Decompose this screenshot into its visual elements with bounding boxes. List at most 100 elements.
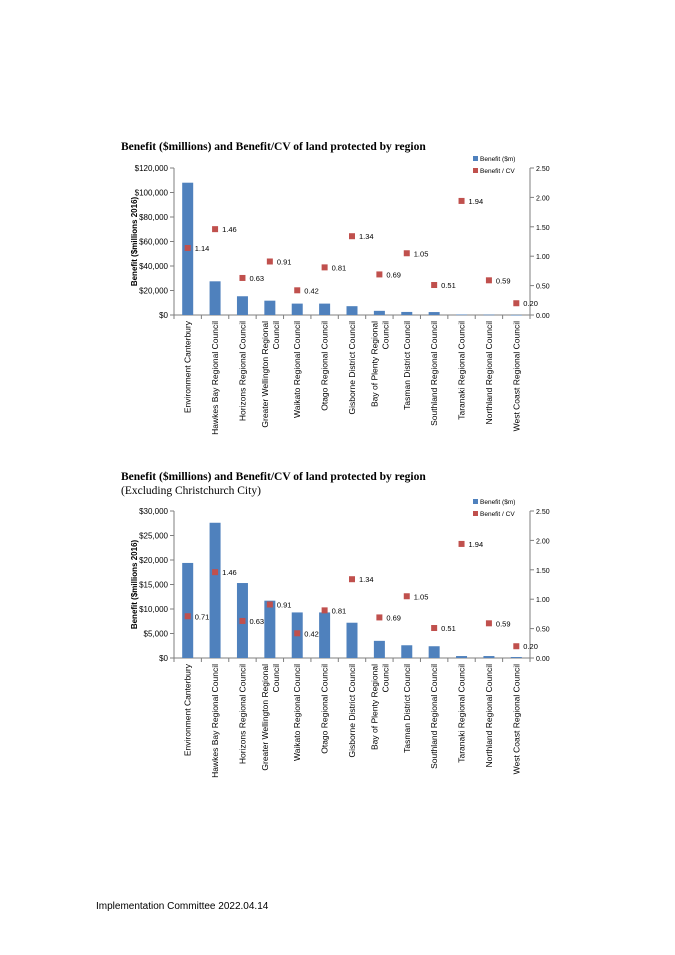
data-label: 0.59 <box>496 276 511 285</box>
data-label: 1.34 <box>359 575 374 584</box>
y-tick-label: $15,000 <box>139 581 168 590</box>
category-label-line: Greater Wellington Regional <box>260 664 270 771</box>
marker-point <box>239 274 246 281</box>
category-label-line: Council <box>380 664 390 692</box>
category-label-line: Otago Regional Council <box>320 321 330 411</box>
chart-title: Benefit ($millions) and Benefit/CV of la… <box>121 471 426 483</box>
y-tick-label: $30,000 <box>139 507 168 516</box>
legend-label: Benefit / CV <box>480 511 515 518</box>
marker-point <box>403 593 410 600</box>
marker-point <box>458 197 465 204</box>
bar <box>236 296 248 315</box>
category-label-line: Council <box>380 321 390 349</box>
data-label: 0.81 <box>332 263 347 272</box>
y2-tick-label: 1.50 <box>536 225 550 232</box>
data-label: 0.91 <box>277 600 292 609</box>
legend-swatch-benefit <box>473 499 478 504</box>
legend-swatch-benefit-cv <box>473 168 478 173</box>
marker-point <box>431 282 438 289</box>
category-label-line: Council <box>271 664 281 692</box>
category-label-line: Northland Regional Council <box>484 321 494 425</box>
marker-point <box>485 620 492 627</box>
y-tick-label: $0 <box>159 654 168 663</box>
marker-point <box>513 643 520 650</box>
y-tick-label: $20,000 <box>139 287 168 296</box>
bar <box>401 311 413 315</box>
category-label: Gisborne District Council <box>347 664 357 758</box>
y-tick-label: $0 <box>159 311 168 320</box>
category-label-line: Bay of Plenty Regional <box>369 664 379 750</box>
category-label: Hawkes Bay Regional Council <box>210 321 220 435</box>
category-label: Environment Canterbury <box>183 320 193 413</box>
data-label: 0.63 <box>249 617 264 626</box>
bar <box>373 310 385 315</box>
y-tick-label: $40,000 <box>139 262 168 271</box>
y-tick-label: $80,000 <box>139 213 168 222</box>
bar <box>510 657 522 658</box>
legend-swatch-benefit <box>473 156 478 161</box>
y-tick-label: $120,000 <box>135 164 169 173</box>
category-label: West Coast Regional Council <box>511 321 521 432</box>
data-label: 1.94 <box>469 540 484 549</box>
marker-point <box>239 617 246 624</box>
marker-point <box>184 613 191 620</box>
category-label: Greater Wellington RegionalCouncil <box>260 321 281 428</box>
category-label-line: Environment Canterbury <box>183 320 193 413</box>
data-label: 1.94 <box>469 197 484 206</box>
marker-point <box>266 258 273 265</box>
data-label: 1.14 <box>195 244 210 253</box>
data-label: 0.81 <box>332 606 347 615</box>
category-label-line: Waikato Regional Council <box>292 321 302 418</box>
legend-label: Benefit / CV <box>480 168 515 175</box>
category-label: Otago Regional Council <box>320 664 330 754</box>
category-label: Greater Wellington RegionalCouncil <box>260 664 281 771</box>
marker-point <box>212 226 219 233</box>
category-label: Bay of Plenty RegionalCouncil <box>369 321 390 407</box>
data-label: 0.51 <box>441 281 456 290</box>
category-label-line: Southland Regional Council <box>429 321 439 426</box>
category-label: Tasman District Council <box>402 664 412 753</box>
marker-point <box>349 576 355 583</box>
category-label-line: Greater Wellington Regional <box>260 321 270 428</box>
bar <box>209 522 221 658</box>
marker-point <box>321 264 328 271</box>
legend-swatch-benefit-cv <box>473 511 478 516</box>
y2-tick-label: 2.00 <box>536 538 550 545</box>
category-label: Gisborne District Council <box>347 321 357 415</box>
y2-tick-label: 0.50 <box>536 627 550 634</box>
data-label: 0.69 <box>386 270 401 279</box>
category-label-line: Otago Regional Council <box>320 664 330 754</box>
chart-2-plot: $0 $5,000 $10,000 $15,000 $20,000 $25,000 $30,… <box>130 499 550 778</box>
bar <box>264 300 276 315</box>
data-label: 0.42 <box>304 286 319 295</box>
legend-label: Benefit ($m) <box>480 156 515 163</box>
category-label: Waikato Regional Council <box>292 664 302 761</box>
marker-point <box>403 250 410 257</box>
marker-point <box>458 540 465 547</box>
y2-tick-label: 1.50 <box>536 568 550 575</box>
bar <box>291 303 303 315</box>
data-label: 1.05 <box>414 592 429 601</box>
marker-point <box>212 569 219 576</box>
y2-tick-label: 1.00 <box>536 254 550 261</box>
category-label-line: Taranaki Regional Council <box>457 321 467 420</box>
data-label: 0.42 <box>304 629 319 638</box>
bar <box>209 281 221 315</box>
data-label: 0.69 <box>386 613 401 622</box>
data-label: 0.63 <box>249 274 264 283</box>
category-label-line: Horizons Regional Council <box>237 664 247 764</box>
marker-point <box>294 630 301 637</box>
y2-tick-label: 1.00 <box>536 597 550 604</box>
bar <box>401 645 413 658</box>
category-label-line: West Coast Regional Council <box>511 321 521 432</box>
marker-point <box>376 614 383 621</box>
y2-tick-label: 0.00 <box>536 313 550 320</box>
chart-subtitle: (Excluding Christchurch City) <box>121 485 261 497</box>
marker-point <box>485 277 492 284</box>
bar <box>373 640 385 658</box>
category-label-line: Horizons Regional Council <box>237 321 247 421</box>
category-label-line: West Coast Regional Council <box>511 664 521 775</box>
category-label: Northland Regional Council <box>484 664 494 768</box>
data-label: 0.91 <box>277 257 292 266</box>
category-label-line: Taranaki Regional Council <box>457 664 467 763</box>
